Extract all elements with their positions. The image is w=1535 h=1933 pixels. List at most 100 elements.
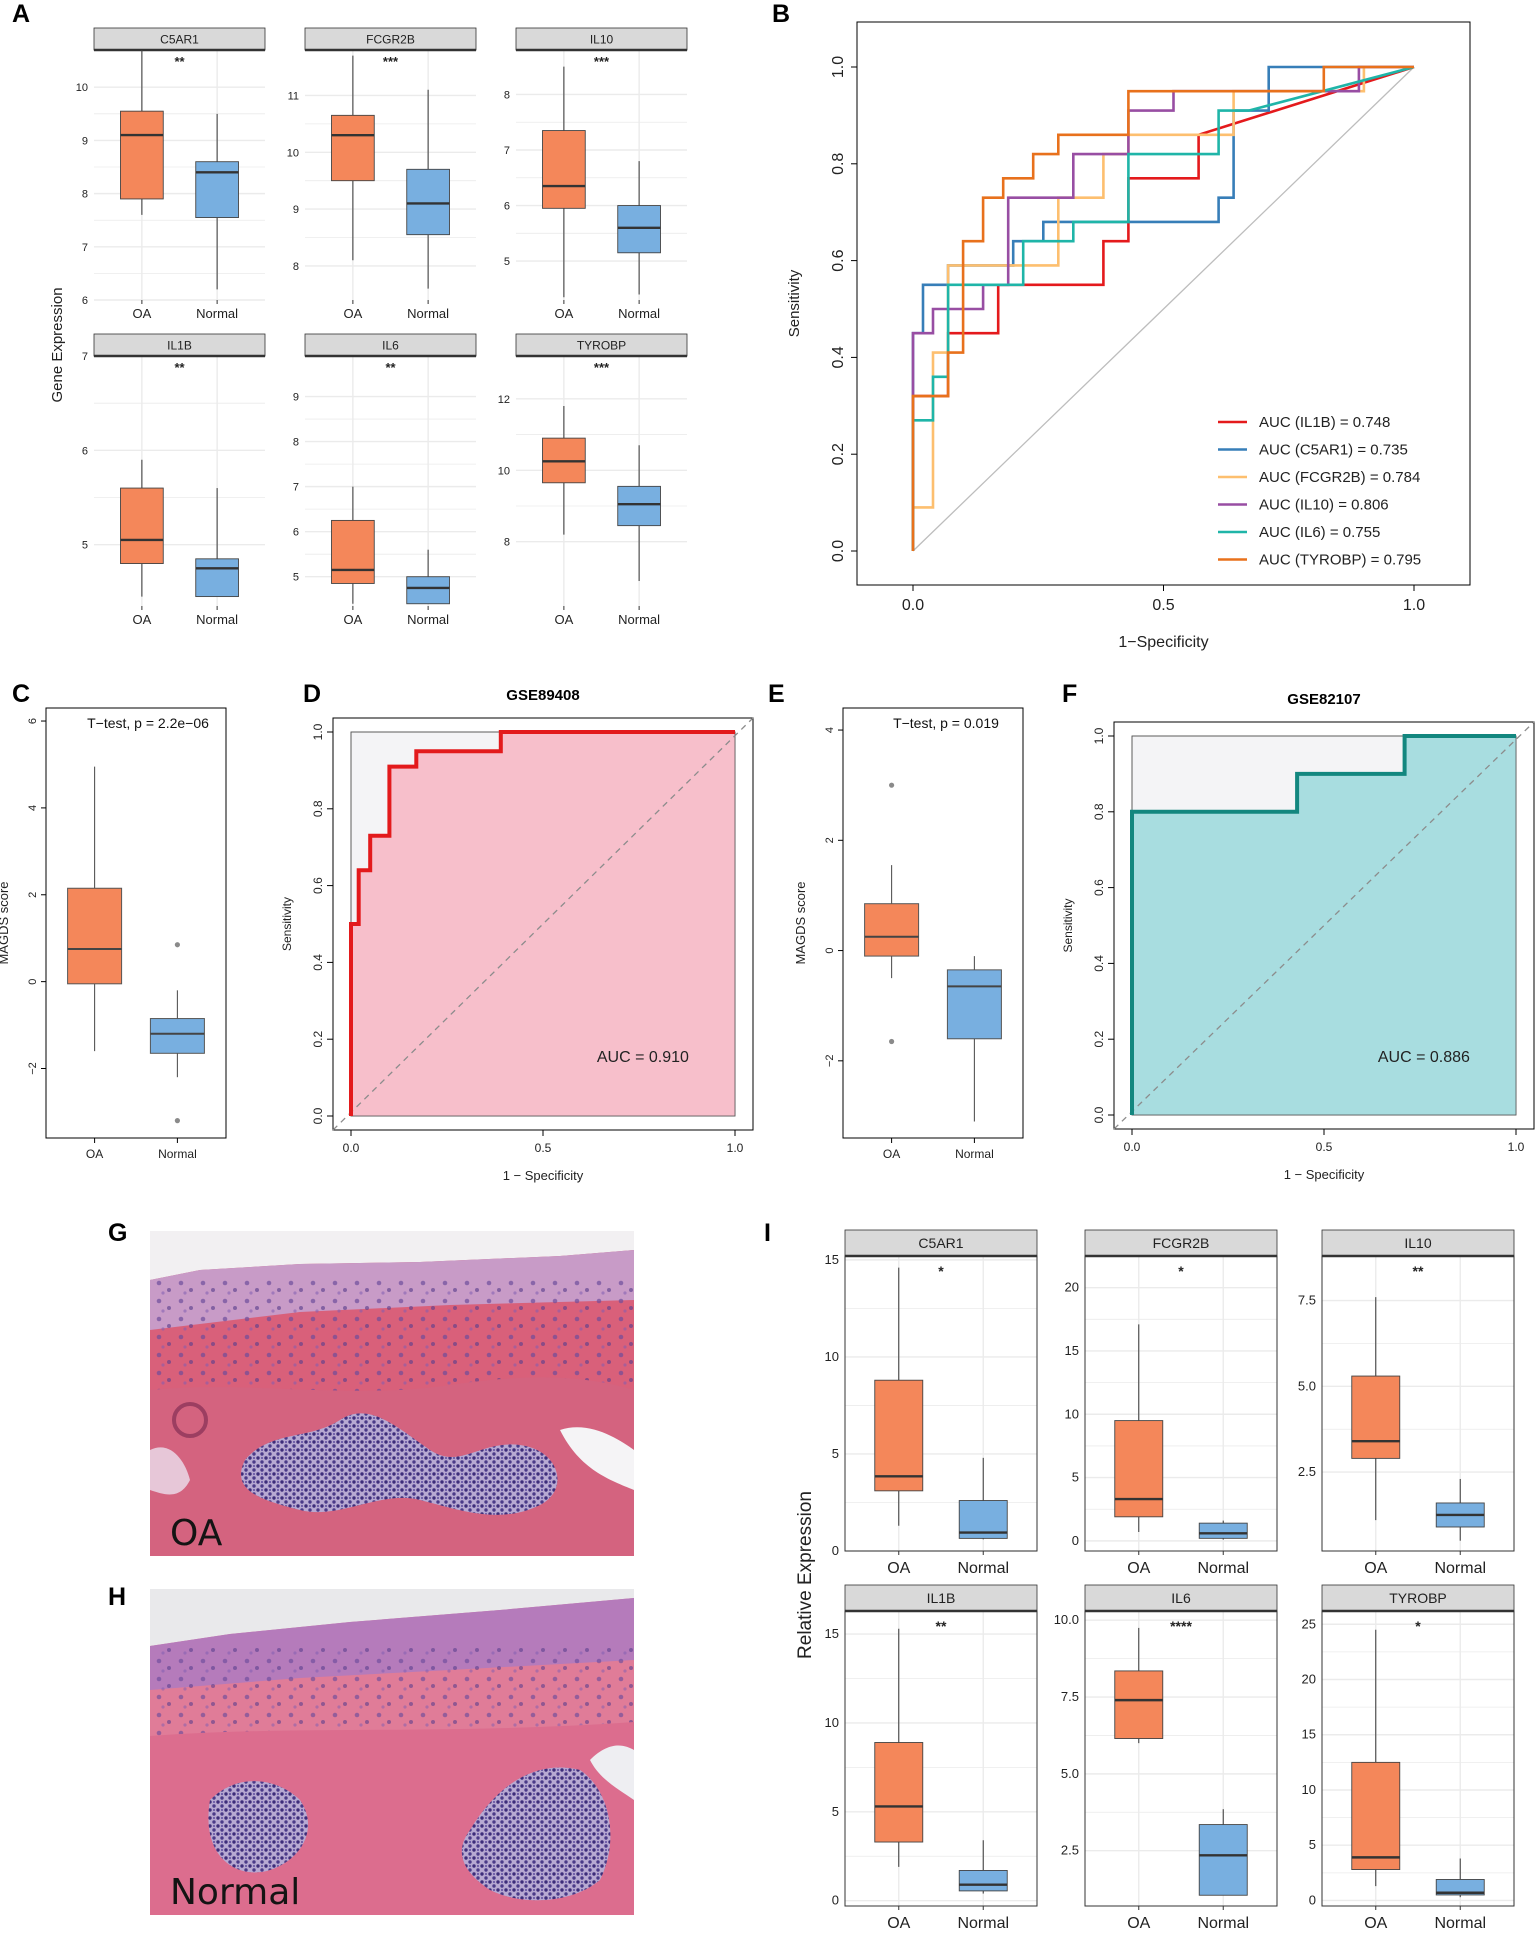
panel-f-roc-gse82107: 0.0 0.5 1.0 0.0 0.2 0.4 0.6 0.8 1.0 1 − Specifici… — [1061, 691, 1535, 1182]
a-il10-significance: *** — [594, 54, 610, 69]
b-xtick-label: 0.0 — [902, 597, 924, 614]
a-c5ar1-xtick-label-oa: OA — [132, 306, 151, 321]
a-c5ar1-ytick-label: 7 — [82, 242, 88, 254]
a-il6-ytick-label: 6 — [293, 527, 299, 539]
a-c5ar1-xtick-label-normal: Normal — [196, 306, 238, 321]
d-xtick-label: 0.0 — [343, 1141, 360, 1155]
d-auc-label: AUC = 0.910 — [597, 1049, 689, 1066]
a-il1b-ytick-label: 6 — [82, 445, 88, 457]
i-fcgr2b-xtick-label-normal: Normal — [1197, 1560, 1249, 1577]
f-diagonal-reference — [1113, 721, 1535, 1130]
a-il1b-ytick-label: 5 — [82, 540, 88, 552]
a-il10-ytick-label: 7 — [504, 145, 510, 157]
a-c5ar1-ytick-label: 10 — [76, 82, 88, 94]
a-fcgr2b-ytick-label: 11 — [288, 90, 299, 102]
b-xaxis-title: 1−Specificity — [1118, 634, 1208, 651]
a-il10-plot-bg — [516, 50, 687, 300]
a-tyrobp-xtick-label-oa: OA — [554, 612, 573, 627]
a-tyrobp-plot-bg — [516, 356, 687, 606]
histology-image-normal — [150, 1589, 634, 1915]
e-box-oa — [864, 903, 920, 957]
panel-d-roc-gse89408: 0.0 0.5 1.0 0.0 0.2 0.4 0.6 0.8 1.0 1 − Specifici… — [280, 687, 754, 1183]
i-fcgr2b-ytick-label: 20 — [1065, 1280, 1079, 1295]
c-outlier-normal — [174, 1118, 180, 1124]
a-fcgr2b-box-oa — [331, 114, 375, 182]
a-fcgr2b-xtick-label-oa: OA — [343, 306, 362, 321]
e-plot-frame — [842, 707, 1024, 1139]
a-il1b-strip-label: IL1B — [167, 338, 192, 352]
a-fcgr2b-ytick-label: 8 — [293, 261, 299, 273]
a-tyrobp-xtick-label-normal: Normal — [618, 612, 660, 627]
b-ytick-label: 0.0 — [830, 540, 847, 562]
a-il10-strip-label: IL10 — [590, 32, 614, 46]
d-auc-area — [351, 732, 735, 1116]
i-c5ar1-ytick-label: 15 — [825, 1252, 839, 1267]
histology-image-oa — [150, 1231, 634, 1556]
i-c5ar1-xtick-label-oa: OA — [887, 1560, 910, 1577]
a-il1b-plot-bg — [94, 356, 265, 606]
c-ttest-annotation: T−test, p = 2.2e−06 — [87, 715, 209, 731]
a-fcgr2b-box-normal — [406, 168, 450, 236]
c-ytick-label: 6 — [27, 718, 39, 724]
b-legend-label-4: AUC (IL6) = 0.755 — [1259, 524, 1380, 541]
i-il6-significance: **** — [1170, 1618, 1192, 1634]
b-xtick-label: 0.5 — [1152, 597, 1174, 614]
a-c5ar1-significance: ** — [174, 54, 185, 69]
i-il10-box-oa — [1351, 1375, 1401, 1459]
panel-label-f: F — [1062, 680, 1077, 708]
c-outlier-normal — [174, 942, 180, 948]
f-ytick-label: 0.2 — [1092, 1031, 1106, 1048]
i-fcgr2b-box-oa — [1114, 1420, 1164, 1518]
c-ytick-label: 2 — [27, 892, 39, 898]
a-c5ar1-ytick-label: 8 — [82, 189, 88, 201]
panel-label-b: B — [772, 0, 790, 28]
i-il1b-frame — [844, 1610, 1038, 1907]
a-il1b-box-normal — [195, 558, 239, 598]
panel-i-relative-expression-boxplots: 0 5 10 15 C5AR1 * OA Normal 0 5 10 15 20 FCGR2B * OA Nor… — [825, 1229, 1515, 1932]
i-fcgr2b-ytick-label: 15 — [1065, 1343, 1079, 1358]
i-tyrobp-box-normal — [1435, 1879, 1485, 1896]
d-xtick-label: 1.0 — [727, 1141, 744, 1155]
c-ytick-label: 4 — [27, 805, 39, 811]
a-il6-strip-label: IL6 — [382, 338, 399, 352]
i-fcgr2b-plot-bg — [1085, 1256, 1277, 1551]
c-box-oa — [67, 887, 123, 985]
i-il1b-strip-label: IL1B — [927, 1590, 956, 1606]
i-il1b-box-normal — [958, 1870, 1008, 1892]
a-il1b-significance: ** — [174, 360, 185, 375]
i-il6-box-oa — [1114, 1670, 1164, 1739]
a-fcgr2b-xtick-label-normal: Normal — [407, 306, 449, 321]
a-il6-xtick-label-normal: Normal — [407, 612, 449, 627]
b-yaxis-title: Sensitivity — [786, 269, 803, 337]
panel-b-roc-curves: 0.0 0.5 1.0 0.0 0.2 0.4 0.6 0.8 1.0 1−Specificity… — [786, 21, 1471, 651]
c-box-normal — [149, 1018, 205, 1054]
i-tyrobp-xtick-label-normal: Normal — [1434, 1915, 1486, 1932]
i-il1b-significance: ** — [936, 1618, 947, 1634]
d-ytick-label: 0.6 — [311, 877, 325, 894]
i-il1b-plot-bg — [845, 1611, 1037, 1906]
b-roc-curve-5 — [911, 65, 1414, 551]
d-ytick-label: 0.2 — [311, 1031, 325, 1048]
i-fcgr2b-ytick-label: 0 — [1072, 1533, 1079, 1548]
a-il6-ytick-label: 8 — [293, 437, 299, 449]
i-il1b-ytick-label: 0 — [832, 1893, 839, 1908]
e-xtick-label-normal: Normal — [955, 1147, 994, 1161]
a-c5ar1-box-normal — [195, 161, 239, 219]
e-yaxis-title: MAGDS score — [793, 881, 808, 964]
a-il6-ytick-label: 7 — [293, 482, 299, 494]
a-tyrobp-box-normal — [617, 485, 661, 527]
a-tyrobp-ytick-label: 10 — [498, 465, 510, 477]
d-roc-curve — [349, 730, 735, 1116]
a-il10-ytick-label: 6 — [504, 201, 510, 213]
f-xtick-label: 0.0 — [1124, 1140, 1141, 1154]
a-il10-xtick-label-oa: OA — [554, 306, 573, 321]
b-ytick-label: 0.6 — [830, 249, 847, 271]
b-ytick-label: 0.4 — [830, 346, 847, 368]
b-legend-label-0: AUC (IL1B) = 0.748 — [1259, 414, 1390, 431]
a-fcgr2b-strip-label: FCGR2B — [366, 32, 415, 46]
b-legend-label-5: AUC (TYROBP) = 0.795 — [1259, 552, 1421, 569]
b-legend-label-1: AUC (C5AR1) = 0.735 — [1259, 442, 1408, 459]
f-ytick-label: 0.0 — [1092, 1106, 1106, 1123]
i-il6-ytick-label: 5.0 — [1061, 1766, 1079, 1781]
